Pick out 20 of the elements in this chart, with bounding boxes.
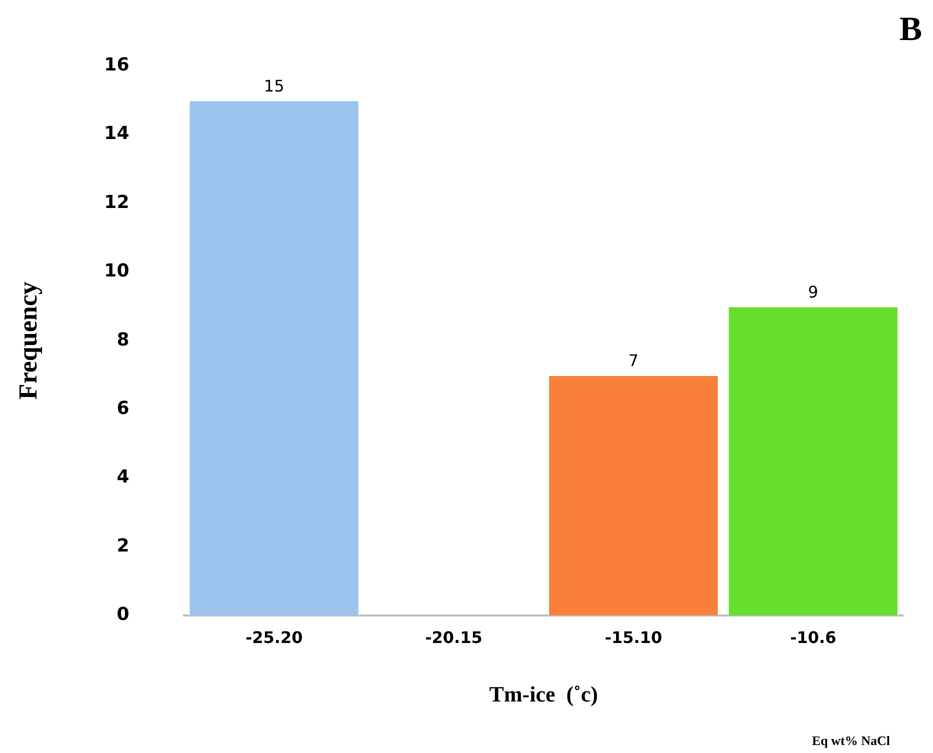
x-tick-label: -20.15 [425,628,482,648]
data-label: 9 [808,282,818,302]
x-axis-title: Tm-ice (˚c) [489,681,598,706]
y-tick-label: 10 [104,260,130,282]
y-tick-label: 6 [116,398,130,419]
y-tick-label: 12 [104,192,130,213]
data-label: 7 [628,351,639,370]
x-tick-label: -10.6 [790,628,836,648]
y-tick-label: 14 [104,123,130,144]
y-tick-label: 2 [116,535,130,556]
y-tick-label: 4 [116,466,130,488]
text: Eq wt% NaCl [812,732,890,748]
x-tick-label: -25.20 [245,628,303,648]
y-tick-label: 16 [104,54,130,76]
y-tick-label: 8 [116,329,130,350]
y-tick-label: 0 [116,604,130,626]
x-tick-label: -15.10 [604,628,662,648]
text: B [899,10,922,48]
y-axis-title: Frequency [13,282,42,400]
data-label: 15 [264,76,284,96]
